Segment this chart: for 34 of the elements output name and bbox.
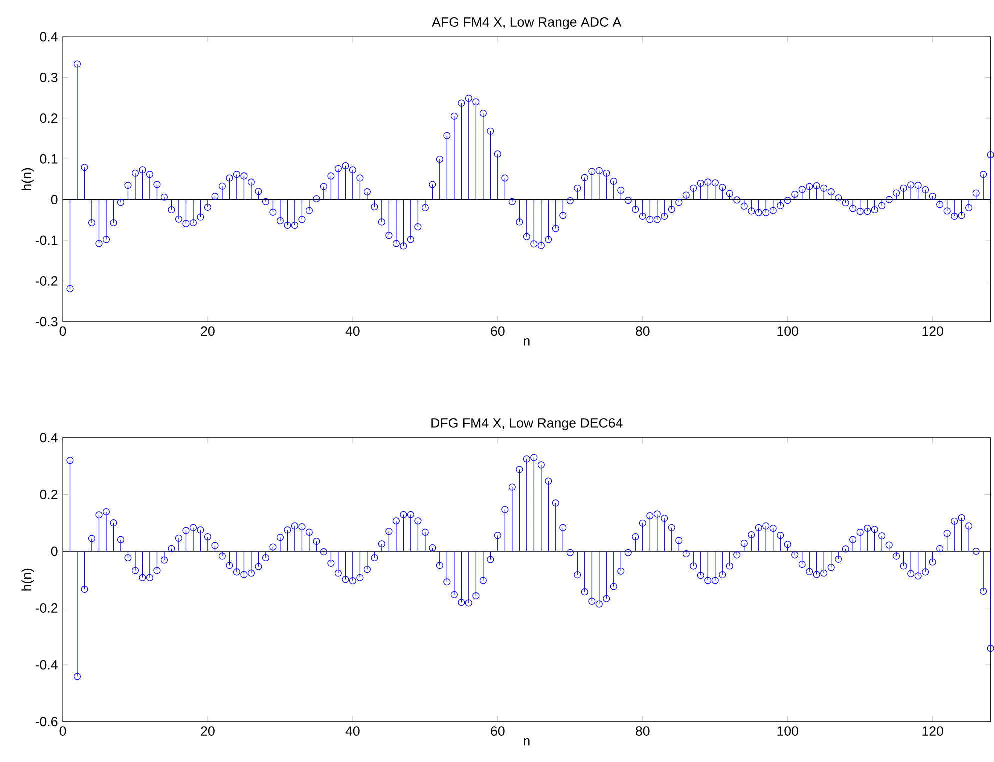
y-tick-label: 0.3 (40, 73, 58, 82)
x-tick-label: 100 (778, 326, 798, 336)
y-tick-label: 0.2 (40, 114, 58, 124)
y-tick-label: 0 (51, 195, 58, 205)
y-axis-title: h(n) (22, 168, 34, 190)
y-tick-label: -0.3 (36, 317, 58, 327)
y-tick-label: 0 (51, 546, 58, 556)
y-tick-label: -0.4 (36, 660, 58, 670)
y-tick-label: -0.6 (36, 717, 58, 727)
x-tick-label: 0 (60, 726, 66, 736)
y-tick-label: 0.4 (40, 32, 58, 42)
chart-title: DFG FM4 X, Low Range DEC64 (432, 418, 623, 431)
x-tick-label: 60 (491, 726, 505, 736)
x-tick-label: 40 (346, 326, 360, 336)
x-axis-title: n (524, 338, 530, 346)
y-tick-label: 0.4 (40, 433, 58, 443)
x-tick-label: 20 (201, 726, 215, 736)
x-tick-label: 60 (491, 326, 505, 336)
x-tick-label: 0 (60, 326, 66, 336)
y-tick-label: -0.1 (36, 236, 58, 246)
x-tick-label: 80 (636, 726, 650, 736)
x-tick-label: 20 (201, 326, 215, 336)
x-tick-label: 40 (346, 726, 360, 736)
y-tick-label: -0.2 (36, 276, 58, 286)
y-tick-label: -0.2 (36, 604, 58, 614)
y-tick-label: 0.1 (40, 154, 58, 164)
x-tick-label: 100 (778, 726, 798, 736)
chart-title: AFG FM4 X, Low Range ADC A (432, 18, 622, 30)
y-axis-title: h(n) (22, 568, 34, 591)
x-tick-label: 120 (922, 326, 944, 336)
x-tick-label: 80 (636, 326, 650, 336)
x-tick-label: 120 (922, 726, 944, 736)
y-tick-label: 0.2 (40, 490, 58, 500)
x-axis-title: n (524, 738, 530, 746)
